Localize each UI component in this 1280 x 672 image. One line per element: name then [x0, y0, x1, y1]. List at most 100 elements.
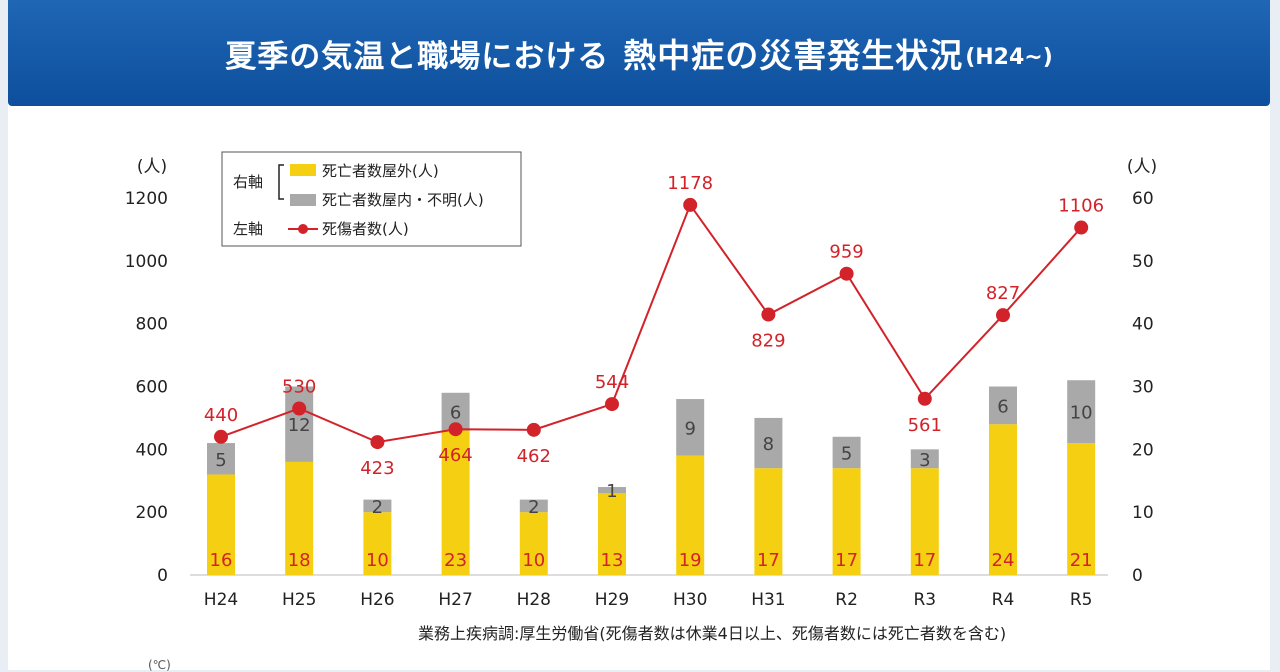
x-axis-tick: R4 [992, 590, 1015, 610]
casualties-label: 1178 [667, 173, 713, 194]
casualties-point [370, 435, 385, 450]
right-axis-tick: 30 [1132, 378, 1154, 398]
left-axis-tick: 400 [136, 440, 168, 460]
bar-indoor-deaths [832, 436, 861, 469]
casualties-point [292, 401, 307, 416]
casualties-point [605, 397, 619, 412]
outdoor-deaths-label: 13 [601, 550, 624, 571]
outdoor-deaths-label: 24 [992, 550, 1015, 571]
title-banner: 夏季の気温と職場における 熱中症の災害発生状況 (H24~) [8, 0, 1270, 106]
x-axis-tick: H30 [673, 590, 707, 610]
right-axis-tick: 10 [1132, 503, 1154, 523]
bar-indoor-deaths [519, 499, 548, 513]
legend-right-axis-label: 右軸 [233, 173, 263, 191]
right-axis-tick: 0 [1132, 566, 1143, 586]
indoor-deaths-label: 5 [215, 450, 226, 471]
left-axis-unit: (人) [137, 157, 167, 177]
legend-indoor-swatch [290, 194, 316, 206]
casualties-label: 544 [595, 372, 629, 393]
indoor-deaths-label: 2 [528, 497, 539, 518]
casualties-label: 530 [282, 376, 316, 397]
bar-indoor-deaths [754, 417, 783, 469]
casualties-label: 1106 [1058, 196, 1104, 217]
casualties-label: 462 [517, 446, 551, 467]
casualties-point [214, 429, 228, 444]
right-axis-tick: 50 [1132, 252, 1154, 272]
x-axis-tick: R3 [913, 590, 936, 610]
x-axis-tick: H24 [204, 590, 238, 610]
legend-bracket [278, 164, 284, 200]
x-axis-tick: H31 [751, 590, 785, 610]
casualties-label: 959 [829, 242, 863, 263]
legend-indoor-label: 死亡者数屋内・不明(人) [322, 191, 484, 209]
legend-left-axis-label: 左軸 [233, 220, 263, 238]
outdoor-deaths-label: 21 [1070, 550, 1093, 571]
outdoor-deaths-label: 18 [288, 550, 311, 571]
right-axis-tick: 20 [1132, 440, 1154, 460]
outdoor-deaths-label: 16 [210, 550, 233, 571]
indoor-deaths-label: 2 [372, 497, 383, 518]
bar-outdoor-deaths [910, 468, 939, 575]
left-axis-tick: 1000 [125, 252, 168, 272]
casualties-point [683, 197, 698, 212]
indoor-deaths-label: 9 [684, 418, 695, 439]
left-axis-tick: 600 [136, 378, 168, 398]
right-axis-tick: 40 [1132, 315, 1154, 335]
next-chart-unit: (℃) [148, 658, 171, 672]
left-axis-tick: 0 [157, 566, 168, 586]
legend-outdoor-swatch [290, 164, 316, 176]
bar-outdoor-deaths [441, 430, 470, 575]
bar-indoor-deaths [207, 443, 235, 475]
bar-indoor-deaths [363, 499, 392, 513]
casualties-point [839, 266, 854, 281]
left-axis-tick: 800 [136, 315, 168, 335]
outdoor-deaths-label: 17 [913, 550, 936, 571]
bar-outdoor-deaths [1067, 443, 1096, 575]
bar-outdoor-deaths [754, 468, 783, 575]
x-axis-tick: H28 [517, 590, 551, 610]
x-axis-tick: H25 [282, 590, 316, 610]
bar-outdoor-deaths [363, 512, 392, 575]
casualties-label: 827 [986, 283, 1020, 304]
x-axis-tick: H29 [595, 590, 629, 610]
casualties-label: 829 [751, 331, 785, 352]
bar-indoor-deaths [285, 386, 314, 462]
x-axis-tick: H27 [438, 590, 472, 610]
bar-outdoor-deaths [598, 493, 626, 575]
x-axis-tick: H26 [360, 590, 394, 610]
left-axis-tick: 200 [136, 503, 168, 523]
bar-outdoor-deaths [285, 461, 314, 575]
bar-indoor-deaths [598, 487, 626, 494]
indoor-deaths-label: 6 [997, 396, 1008, 417]
right-axis-tick: 60 [1132, 189, 1154, 209]
outdoor-deaths-label: 10 [522, 550, 545, 571]
title-part2: 熱中症の災害発生状況 [623, 36, 964, 75]
title-part3: (H24~) [965, 44, 1053, 70]
legend-line-dot [298, 224, 308, 234]
indoor-deaths-label: 1 [606, 481, 617, 502]
x-axis-tick: R5 [1070, 590, 1093, 610]
casualties-label: 464 [438, 445, 472, 466]
casualties-label: 423 [360, 458, 394, 479]
bar-outdoor-deaths [676, 455, 705, 575]
bar-indoor-deaths [989, 386, 1017, 425]
casualties-point [761, 307, 776, 322]
outdoor-deaths-label: 10 [366, 550, 389, 571]
casualties-point [526, 422, 541, 437]
legend-casualties-label: 死傷者数(人) [322, 220, 409, 238]
indoor-deaths-label: 3 [919, 450, 930, 471]
bar-outdoor-deaths [519, 512, 548, 575]
casualties-label: 561 [908, 415, 942, 436]
bar-indoor-deaths [676, 399, 705, 456]
indoor-deaths-label: 10 [1070, 403, 1093, 424]
x-axis-tick: R2 [835, 590, 858, 610]
casualties-point [1074, 220, 1089, 235]
bar-outdoor-deaths [832, 468, 861, 575]
outdoor-deaths-label: 17 [835, 550, 858, 571]
indoor-deaths-label: 5 [841, 443, 852, 464]
bar-outdoor-deaths [989, 424, 1017, 575]
source-note: 業務上疾病調:厚生労働省(死傷者数は休業4日以上、死傷者数には死亡者数を含む) [418, 624, 1007, 643]
casualties-point [917, 391, 932, 406]
